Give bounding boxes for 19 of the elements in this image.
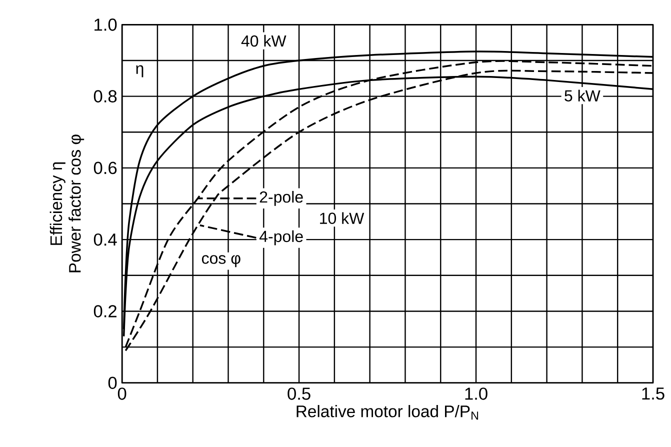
y-tick-label: 0.4 <box>94 233 117 246</box>
series-label: 40 kW <box>241 34 286 47</box>
series-label: 5 kW <box>564 90 600 102</box>
y-tick-label: 0.6 <box>94 162 117 174</box>
annotation: cos φ <box>202 255 240 268</box>
legend-label: 2-pole <box>260 190 303 206</box>
x-tick-label: 1.0 <box>465 388 488 400</box>
x-tick-label: 1.5 <box>642 388 664 400</box>
y-tick-label: 1.0 <box>94 18 117 31</box>
x-axis-title: Relative motor load P/P$_{N}$ <box>296 405 478 420</box>
y-tick-label: 0.2 <box>94 305 116 318</box>
y-axis-title: Efficiency η Power factor cos φ <box>50 134 84 272</box>
annotation: 10 kW <box>320 212 364 224</box>
legend-label: 4-pole <box>259 230 303 246</box>
x-tick-label: 0 <box>118 388 126 400</box>
x-tick-label: 0.5 <box>288 388 310 400</box>
y-tick-label: 0 <box>108 376 117 390</box>
y-tick-label: 0.8 <box>94 90 117 102</box>
annotation: η <box>136 65 144 78</box>
